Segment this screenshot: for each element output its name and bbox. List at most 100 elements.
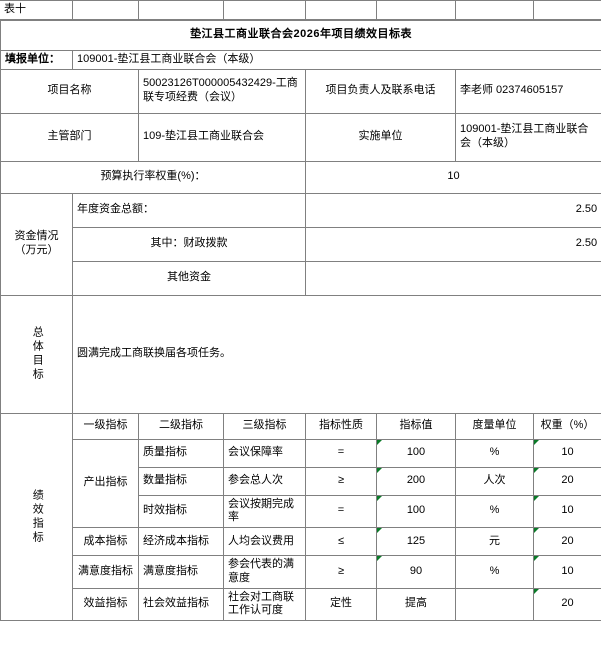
indicator-nature: 定性 <box>305 587 377 621</box>
top-grid-strip: 表十 <box>0 0 601 20</box>
indicator-weight: 20 <box>532 587 601 621</box>
indicator-level3: 会议按期完成率 <box>223 494 306 528</box>
indicator-weight: 10 <box>532 555 601 589</box>
indicator-unit: % <box>455 494 534 528</box>
indicator-value: 125 <box>376 527 456 556</box>
overall-goal-row: 总体目标 圆满完成工商联换届各项任务。 <box>0 294 601 414</box>
implementing-unit-value: 109001-垫江县工商业联合会（本级） <box>454 112 601 162</box>
funds-row-value: 2.50 <box>304 226 601 262</box>
indicator-level2: 社会效益指标 <box>138 587 224 621</box>
indicator-level3: 参会总人次 <box>223 466 306 496</box>
overall-goal-label: 总体目标 <box>0 294 73 414</box>
funds-fiscal-row: 其中：财政拨款 2.50 <box>1 226 601 262</box>
indicator-nature: ≥ <box>305 466 377 496</box>
overall-goal-text: 圆满完成工商联换届各项任务。 <box>71 294 601 414</box>
reporting-unit-label: 填报单位： <box>0 49 73 70</box>
indicator-level3: 社会对工商联工作认可度 <box>223 587 306 621</box>
indicator-level3: 人均会议费用 <box>223 527 306 556</box>
table-row: 时效指标 会议按期完成率 = 100 % 10 <box>1 494 601 528</box>
table-row: 数量指标 参会总人次 ≥ 200 人次 20 <box>1 466 601 496</box>
indicator-level3: 参会代表的满意度 <box>223 555 306 589</box>
indicator-nature: ≤ <box>305 527 377 556</box>
reporting-unit-row: 填报单位： 109001-垫江县工商业联合会（本级） <box>0 49 601 70</box>
department-value: 109-垫江县工商业联合会 <box>138 112 306 162</box>
indicator-nature: = <box>305 494 377 528</box>
column-header-level1: 一级指标 <box>72 412 139 440</box>
grid-cell-empty <box>222 0 306 20</box>
funds-row-name: 年度资金总额： <box>72 192 306 228</box>
column-header-weight: 权重（%） <box>532 412 601 440</box>
indicator-level2: 满意度指标 <box>138 555 224 589</box>
grid-cell-empty <box>304 0 377 20</box>
funds-label-line1: 资金情况 <box>14 230 59 243</box>
indicator-weight: 10 <box>532 494 601 528</box>
implementing-unit-label: 实施单位 <box>305 112 456 162</box>
indicator-level2: 质量指标 <box>138 438 224 468</box>
project-name-label: 项目名称 <box>0 68 139 114</box>
funds-label-line2: （万元） <box>14 244 59 256</box>
grid-cell-empty <box>137 0 224 20</box>
grid-cell-empty <box>375 0 456 20</box>
indicator-level1: 满意度指标 <box>72 555 139 589</box>
indicator-unit: % <box>455 555 534 589</box>
overall-goal-label-text: 总体目标 <box>31 326 44 382</box>
indicator-nature: ≥ <box>305 555 377 589</box>
column-header-value: 指标值 <box>376 412 456 440</box>
indicator-unit: 人次 <box>455 466 534 496</box>
sheet-tag: 表十 <box>0 0 73 20</box>
funds-row-name: 其他资金 <box>72 260 306 296</box>
indicator-unit: % <box>455 438 534 468</box>
main-table: 垫江县工商业联合会2026年项目绩效目标表 填报单位： 109001-垫江县工商… <box>0 19 601 621</box>
indicator-level2: 数量指标 <box>138 466 224 496</box>
indicator-level1: 效益指标 <box>72 587 139 621</box>
indicator-unit: 元 <box>455 527 534 556</box>
performance-label: 绩效指标 <box>0 412 73 621</box>
table-row: 产出指标 质量指标 会议保障率 = 100 % 10 <box>1 438 601 528</box>
indicator-value: 100 <box>376 494 456 528</box>
table-row: 满意度指标 满意度指标 参会代表的满意度 ≥ 90 % 10 <box>1 555 601 589</box>
indicator-level1: 成本指标 <box>72 527 139 556</box>
indicator-value: 90 <box>376 555 456 589</box>
indicator-level2: 时效指标 <box>138 494 224 528</box>
indicator-value: 200 <box>376 466 456 496</box>
budget-rate-label: 预算执行率权重(%)： <box>0 160 306 194</box>
indicator-level2: 经济成本指标 <box>138 527 224 556</box>
budget-rate-value: 10 <box>304 160 601 194</box>
indicator-weight: 10 <box>532 438 601 468</box>
project-owner-label: 项目负责人及联系电话 <box>305 68 456 114</box>
funds-row-value <box>304 260 601 296</box>
table-row: 效益指标 社会效益指标 社会对工商联工作认可度 定性 提高 20 <box>1 587 601 621</box>
grid-cell-empty <box>454 0 534 20</box>
grid-cell-empty <box>532 0 601 20</box>
column-header-level3: 三级指标 <box>223 412 306 440</box>
department-row: 主管部门 109-垫江县工商业联合会 实施单位 109001-垫江县工商业联合会… <box>0 112 601 162</box>
indicator-value: 提高 <box>376 587 456 621</box>
project-name-value: 50023126T000005432429-工商联专项经费（会议） <box>138 68 306 114</box>
page-title: 垫江县工商业联合会2026年项目绩效目标表 <box>0 19 601 51</box>
indicator-unit <box>455 587 534 621</box>
performance-label-text: 绩效指标 <box>31 488 44 545</box>
budget-rate-row: 预算执行率权重(%)： 10 <box>0 160 601 194</box>
project-owner-value: 李老师 02374605157 <box>454 68 601 114</box>
indicator-level1: 产出指标 <box>72 438 139 528</box>
table-row: 成本指标 经济成本指标 人均会议费用 ≤ 125 元 20 <box>1 527 601 556</box>
funds-other-row: 其他资金 <box>1 260 601 296</box>
funds-label: 资金情况 （万元） <box>0 192 73 296</box>
project-name-row: 项目名称 50023126T000005432429-工商联专项经费（会议） 项… <box>0 68 601 114</box>
funds-row-value: 2.50 <box>304 192 601 228</box>
performance-header-row: 绩效指标 一级指标 二级指标 三级指标 指标性质 指标值 度量单位 权重（%） <box>0 412 601 621</box>
funds-total-row: 资金情况 （万元） 年度资金总额： 2.50 <box>0 192 601 296</box>
reporting-unit-value: 109001-垫江县工商业联合会（本级） <box>71 49 601 70</box>
title-row: 垫江县工商业联合会2026年项目绩效目标表 <box>0 19 601 51</box>
column-header-unit: 度量单位 <box>455 412 534 440</box>
department-label: 主管部门 <box>0 112 139 162</box>
column-header-nature: 指标性质 <box>305 412 377 440</box>
indicator-nature: = <box>305 438 377 468</box>
column-header-level2: 二级指标 <box>138 412 224 440</box>
funds-row-name: 其中：财政拨款 <box>72 226 306 262</box>
indicator-weight: 20 <box>532 466 601 496</box>
indicator-level3: 会议保障率 <box>223 438 306 468</box>
indicator-weight: 20 <box>532 527 601 556</box>
grid-cell-empty <box>71 0 139 20</box>
